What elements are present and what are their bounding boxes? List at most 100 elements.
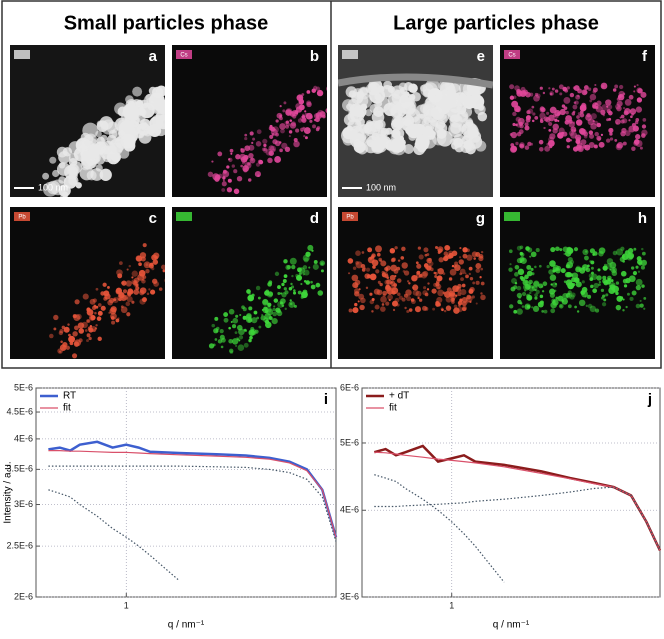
particle	[458, 259, 464, 265]
particle	[221, 181, 227, 187]
particle	[594, 83, 597, 87]
particle	[425, 107, 440, 123]
particle	[325, 108, 327, 114]
particle	[398, 82, 408, 92]
particle	[633, 90, 636, 93]
y-tick-label: 4E-6	[14, 433, 33, 443]
particle	[240, 164, 243, 168]
particle	[389, 274, 396, 281]
particle	[99, 116, 114, 130]
particle	[74, 299, 80, 305]
scale-bar-label: 100 nm	[38, 182, 68, 192]
particle	[120, 306, 128, 314]
particle	[74, 325, 79, 331]
particle	[121, 281, 125, 285]
particle	[411, 274, 418, 282]
micrograph: a 100 nm	[10, 45, 165, 197]
particle	[385, 301, 390, 306]
particle	[213, 328, 219, 334]
particle	[597, 137, 601, 141]
particle	[93, 305, 97, 309]
particle	[275, 309, 278, 313]
particle	[88, 327, 93, 331]
particle	[516, 88, 522, 94]
particle	[463, 140, 473, 150]
particle	[283, 287, 287, 291]
particle	[437, 286, 441, 290]
particle	[132, 86, 143, 97]
particle	[161, 264, 165, 270]
particle	[575, 137, 581, 143]
particle	[478, 255, 484, 262]
particle	[95, 130, 102, 138]
particle	[274, 271, 280, 277]
particle	[221, 337, 226, 343]
particle	[354, 302, 358, 307]
particle	[590, 113, 597, 120]
particle	[257, 159, 263, 164]
particle	[622, 92, 626, 96]
particle	[275, 119, 279, 123]
particle	[558, 303, 564, 309]
particle	[86, 307, 91, 312]
particle	[242, 165, 250, 172]
particle	[221, 188, 226, 192]
particle	[250, 327, 255, 332]
particle	[375, 245, 382, 253]
particle	[289, 257, 297, 265]
particle	[587, 303, 593, 309]
particle	[354, 279, 361, 286]
particle	[635, 303, 641, 309]
particle	[643, 307, 646, 310]
particle	[208, 343, 215, 349]
particle	[615, 281, 620, 285]
particle	[422, 290, 428, 296]
particle	[623, 284, 628, 288]
particle	[348, 308, 353, 313]
particle	[372, 265, 376, 269]
particle	[462, 253, 468, 259]
particle	[549, 91, 554, 96]
particle	[295, 103, 302, 110]
particle	[572, 110, 576, 114]
particle	[453, 304, 458, 309]
particle	[357, 300, 360, 303]
particle	[303, 269, 310, 276]
particle	[566, 246, 572, 252]
particle	[642, 118, 647, 122]
particle	[131, 270, 138, 277]
particle	[392, 300, 399, 307]
particle	[636, 87, 643, 94]
particle	[264, 313, 272, 320]
particle	[441, 308, 444, 312]
particle	[281, 292, 287, 298]
particle	[212, 343, 216, 347]
particle	[92, 298, 97, 303]
particle	[526, 110, 531, 115]
particle	[601, 296, 604, 300]
particle	[228, 326, 231, 330]
particle	[453, 264, 457, 268]
particle	[69, 170, 78, 180]
particle	[268, 150, 274, 156]
panel-letter: d	[310, 210, 319, 227]
particle	[274, 156, 282, 163]
particle	[391, 290, 396, 295]
particle	[236, 338, 239, 341]
particle	[546, 265, 550, 269]
particle	[379, 259, 382, 262]
particle	[512, 122, 516, 127]
particle	[289, 302, 293, 306]
particle	[254, 329, 259, 334]
particle	[622, 118, 628, 124]
texture	[508, 245, 648, 315]
particle	[573, 247, 579, 252]
particle	[235, 314, 239, 318]
particle	[270, 145, 276, 152]
particle	[390, 133, 400, 143]
particle	[276, 310, 283, 317]
particle	[544, 145, 551, 152]
y-tick-label: 6E-6	[340, 382, 359, 392]
particle	[280, 128, 285, 134]
particle	[541, 290, 545, 293]
